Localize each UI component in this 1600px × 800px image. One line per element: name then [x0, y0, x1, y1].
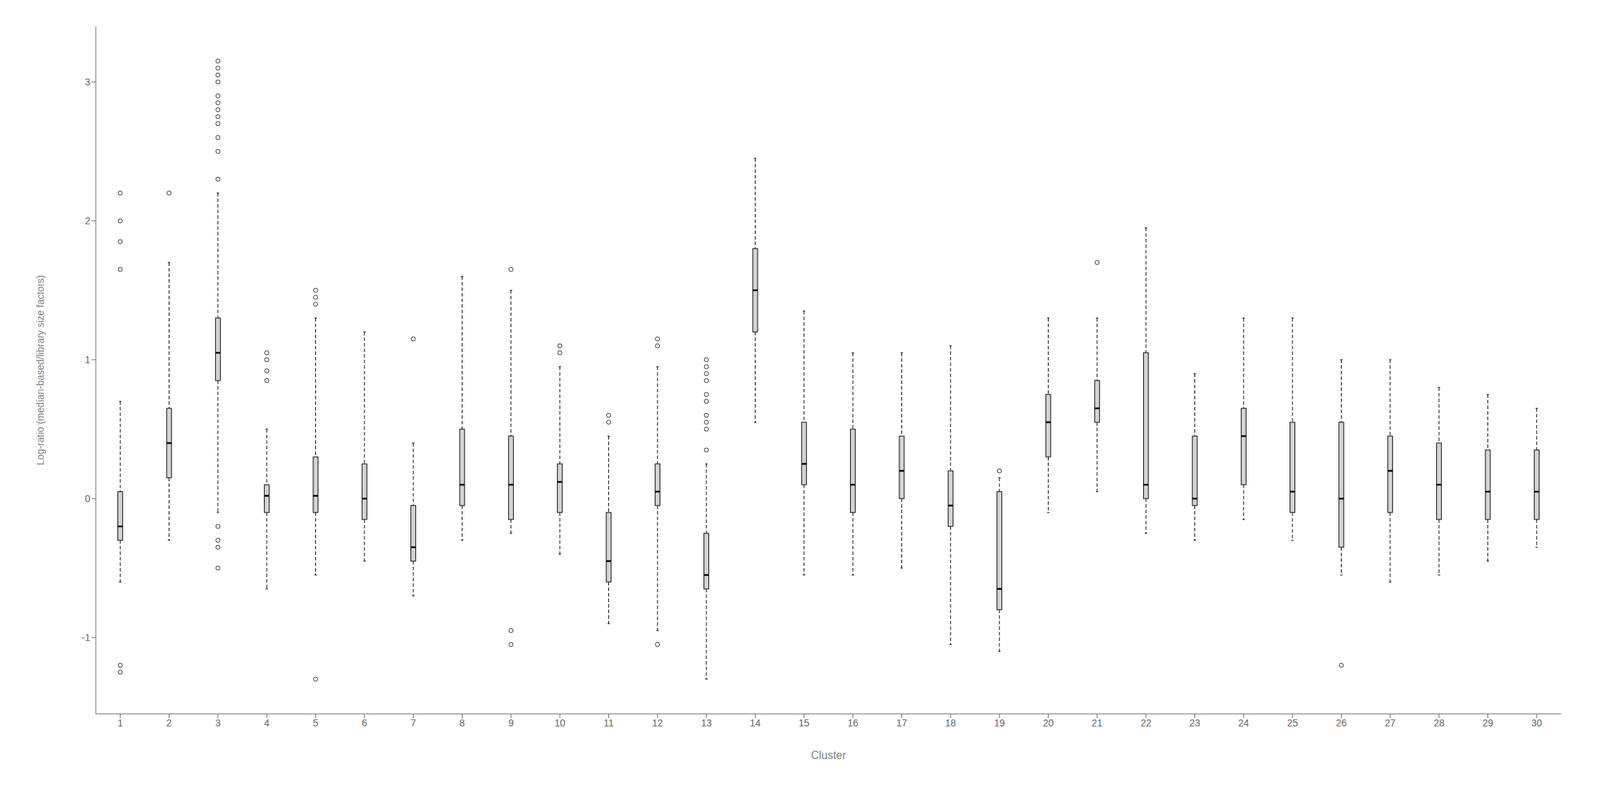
svg-text:23: 23 — [1189, 717, 1201, 729]
svg-text:2: 2 — [166, 717, 173, 729]
svg-text:29: 29 — [1482, 717, 1494, 729]
svg-text:16: 16 — [847, 717, 859, 729]
svg-text:14: 14 — [750, 717, 762, 729]
svg-text:22: 22 — [1140, 717, 1152, 729]
svg-text:12: 12 — [652, 717, 664, 729]
svg-text:18: 18 — [945, 717, 957, 729]
svg-text:7: 7 — [410, 717, 416, 729]
svg-text:15: 15 — [798, 717, 810, 729]
svg-text:24: 24 — [1238, 717, 1250, 729]
svg-text:5: 5 — [313, 717, 319, 729]
svg-text:27: 27 — [1384, 717, 1396, 729]
svg-text:10: 10 — [554, 717, 566, 729]
svg-text:8: 8 — [459, 717, 466, 729]
svg-text:26: 26 — [1336, 717, 1348, 729]
svg-text:6: 6 — [361, 717, 368, 729]
svg-text:17: 17 — [896, 717, 908, 729]
svg-text:13: 13 — [700, 717, 712, 729]
svg-text:-1: -1 — [81, 631, 91, 644]
svg-text:19: 19 — [993, 717, 1005, 729]
svg-text:3: 3 — [84, 76, 91, 88]
svg-text:Log-ratio (median-based/librar: Log-ratio (median-based/library size fac… — [34, 275, 46, 466]
svg-text:20: 20 — [1043, 717, 1055, 729]
svg-text:1: 1 — [117, 717, 123, 729]
svg-text:11: 11 — [603, 717, 614, 729]
svg-text:4: 4 — [263, 717, 270, 729]
svg-text:0: 0 — [84, 493, 91, 505]
svg-text:21: 21 — [1091, 717, 1103, 729]
svg-text:25: 25 — [1286, 717, 1298, 729]
svg-text:1: 1 — [84, 354, 91, 366]
svg-text:Cluster: Cluster — [811, 749, 847, 762]
svg-text:3: 3 — [215, 717, 221, 729]
svg-text:28: 28 — [1433, 717, 1445, 729]
svg-text:30: 30 — [1531, 717, 1543, 729]
svg-text:9: 9 — [508, 717, 514, 729]
svg-text:2: 2 — [84, 215, 91, 227]
